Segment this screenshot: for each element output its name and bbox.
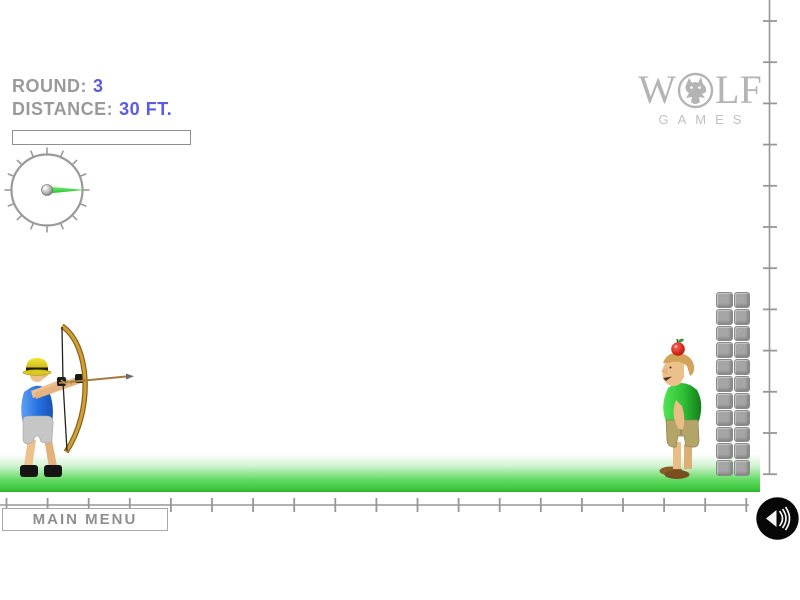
gauge-needle	[48, 186, 85, 194]
brick	[716, 342, 733, 359]
brick	[733, 308, 750, 325]
brick	[716, 443, 733, 460]
wolf-games-logo: W LF GAMES	[638, 67, 762, 128]
brick	[716, 392, 733, 409]
power-meter	[12, 130, 191, 145]
brick	[716, 359, 733, 376]
round-indicator: ROUND: 3	[12, 76, 104, 97]
aim-gauge-icon	[4, 147, 90, 233]
brick	[716, 325, 733, 342]
brick	[716, 308, 733, 325]
brick	[716, 376, 733, 392]
brick	[733, 409, 750, 426]
brick	[733, 443, 750, 460]
distance-value: 30 FT.	[119, 99, 173, 119]
archer-sprite	[20, 323, 134, 477]
round-value: 3	[93, 76, 104, 96]
brick	[716, 426, 733, 443]
brick-column	[716, 292, 750, 476]
brick	[733, 426, 750, 443]
round-label: ROUND:	[12, 76, 87, 96]
target-man-sprite	[659, 338, 702, 479]
distance-indicator: DISTANCE: 30 FT.	[12, 99, 172, 120]
brick	[733, 342, 750, 359]
main-menu-button[interactable]: MAIN MENU	[2, 508, 168, 531]
brick	[716, 292, 733, 308]
brick	[733, 325, 750, 342]
ground	[0, 454, 760, 492]
speaker-icon	[766, 506, 791, 531]
sound-toggle-button[interactable]	[755, 496, 800, 541]
logo-text-lf: LF	[715, 67, 762, 112]
logo-text-w: W	[638, 67, 677, 112]
brick	[733, 359, 750, 376]
brick	[716, 460, 733, 476]
brick	[733, 392, 750, 409]
distance-label: DISTANCE:	[12, 99, 114, 119]
logo-subtitle: GAMES	[658, 112, 751, 127]
brick	[733, 292, 750, 308]
brick	[733, 460, 750, 476]
brick	[716, 409, 733, 426]
brick	[733, 376, 750, 392]
wolf-head-icon	[677, 72, 714, 108]
